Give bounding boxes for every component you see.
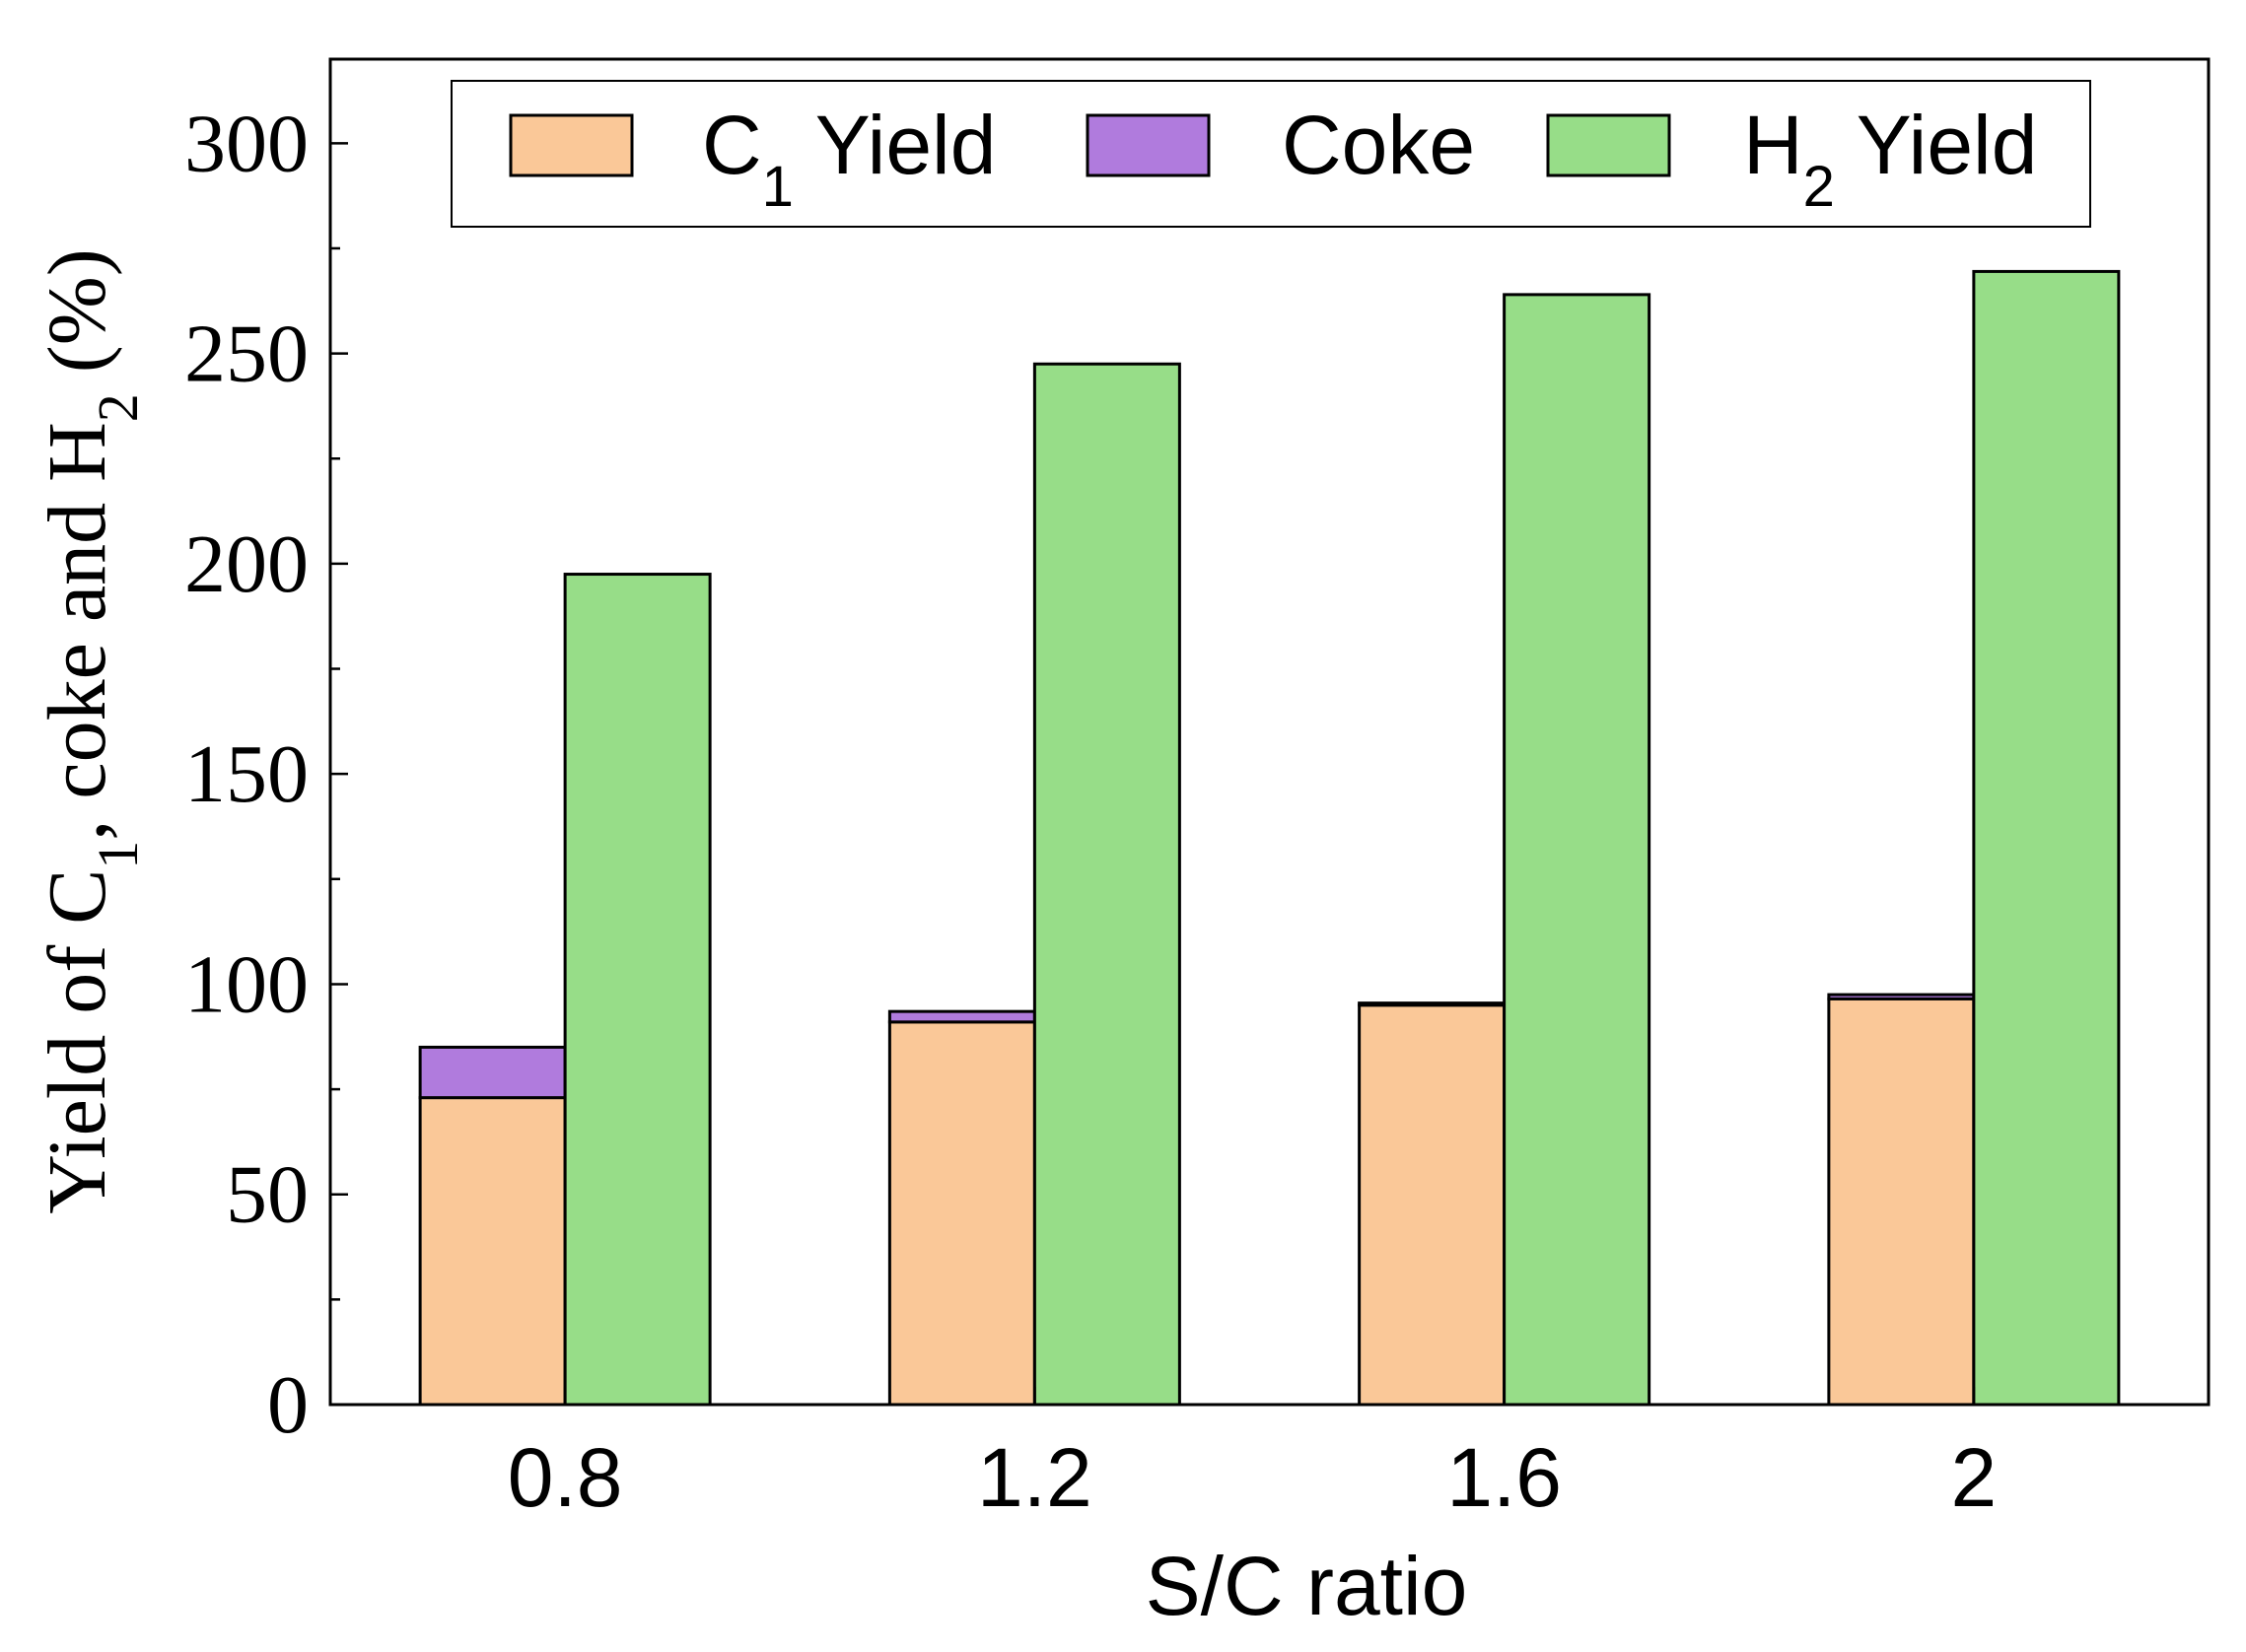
y-tick-label-250: 250: [184, 309, 309, 400]
legend-swatch-h2-yield: [1546, 113, 1671, 177]
x-tick-label-2: 2: [1951, 1431, 1998, 1524]
y-axis: 0 50 100 150 200 250 300: [184, 98, 348, 1451]
legend-label-coke: Coke: [1282, 99, 1475, 191]
bar-coke-1-2: [887, 1009, 1036, 1024]
legend-swatch-c1-yield: [509, 113, 634, 177]
x-tick-label-0-8: 0.8: [508, 1431, 623, 1524]
x-tick-label-1-2: 1.2: [977, 1431, 1092, 1524]
x-tick-label-1-6: 1.6: [1446, 1431, 1562, 1524]
y-tick-label-50: 50: [226, 1149, 309, 1241]
bar-c1-yield-2: [1827, 997, 1976, 1407]
bar-h2-yield-1-2: [1032, 362, 1181, 1407]
x-axis-title: S/C ratio: [1146, 1540, 1468, 1632]
plot-frame: [328, 57, 2211, 1407]
y-axis-title: Yield of C1, coke and H2 (%): [32, 248, 150, 1213]
y-tick-label-100: 100: [184, 938, 309, 1030]
bars-layer: [418, 269, 2121, 1407]
y-tick-label-0: 0: [267, 1359, 309, 1451]
bar-coke-1-6: [1358, 1001, 1507, 1007]
bar-c1-yield-1-2: [887, 1020, 1036, 1407]
legend-label-c1-yield: C1 Yield: [702, 99, 996, 219]
bar-c1-yield-1-6: [1358, 1003, 1507, 1407]
bar-h2-yield-0-8: [563, 573, 712, 1407]
legend-swatch-coke: [1086, 113, 1211, 177]
y-tick-label-300: 300: [184, 98, 309, 189]
y-tick-label-150: 150: [184, 728, 309, 820]
bar-h2-yield-2: [1972, 269, 2121, 1407]
legend-label-h2-yield: H2 Yield: [1743, 99, 2037, 219]
legend: C1 Yield Coke H2 Yield: [451, 80, 2091, 228]
y-tick-label-200: 200: [184, 518, 309, 610]
bar-h2-yield-1-6: [1503, 293, 1651, 1407]
bar-coke-0-8: [418, 1045, 567, 1100]
bar-coke-2: [1827, 993, 1976, 1000]
legend-box: [451, 80, 2091, 228]
x-axis: 0.8 1.2 1.6 2: [508, 1387, 1998, 1524]
bar-c1-yield-0-8: [418, 1096, 567, 1407]
